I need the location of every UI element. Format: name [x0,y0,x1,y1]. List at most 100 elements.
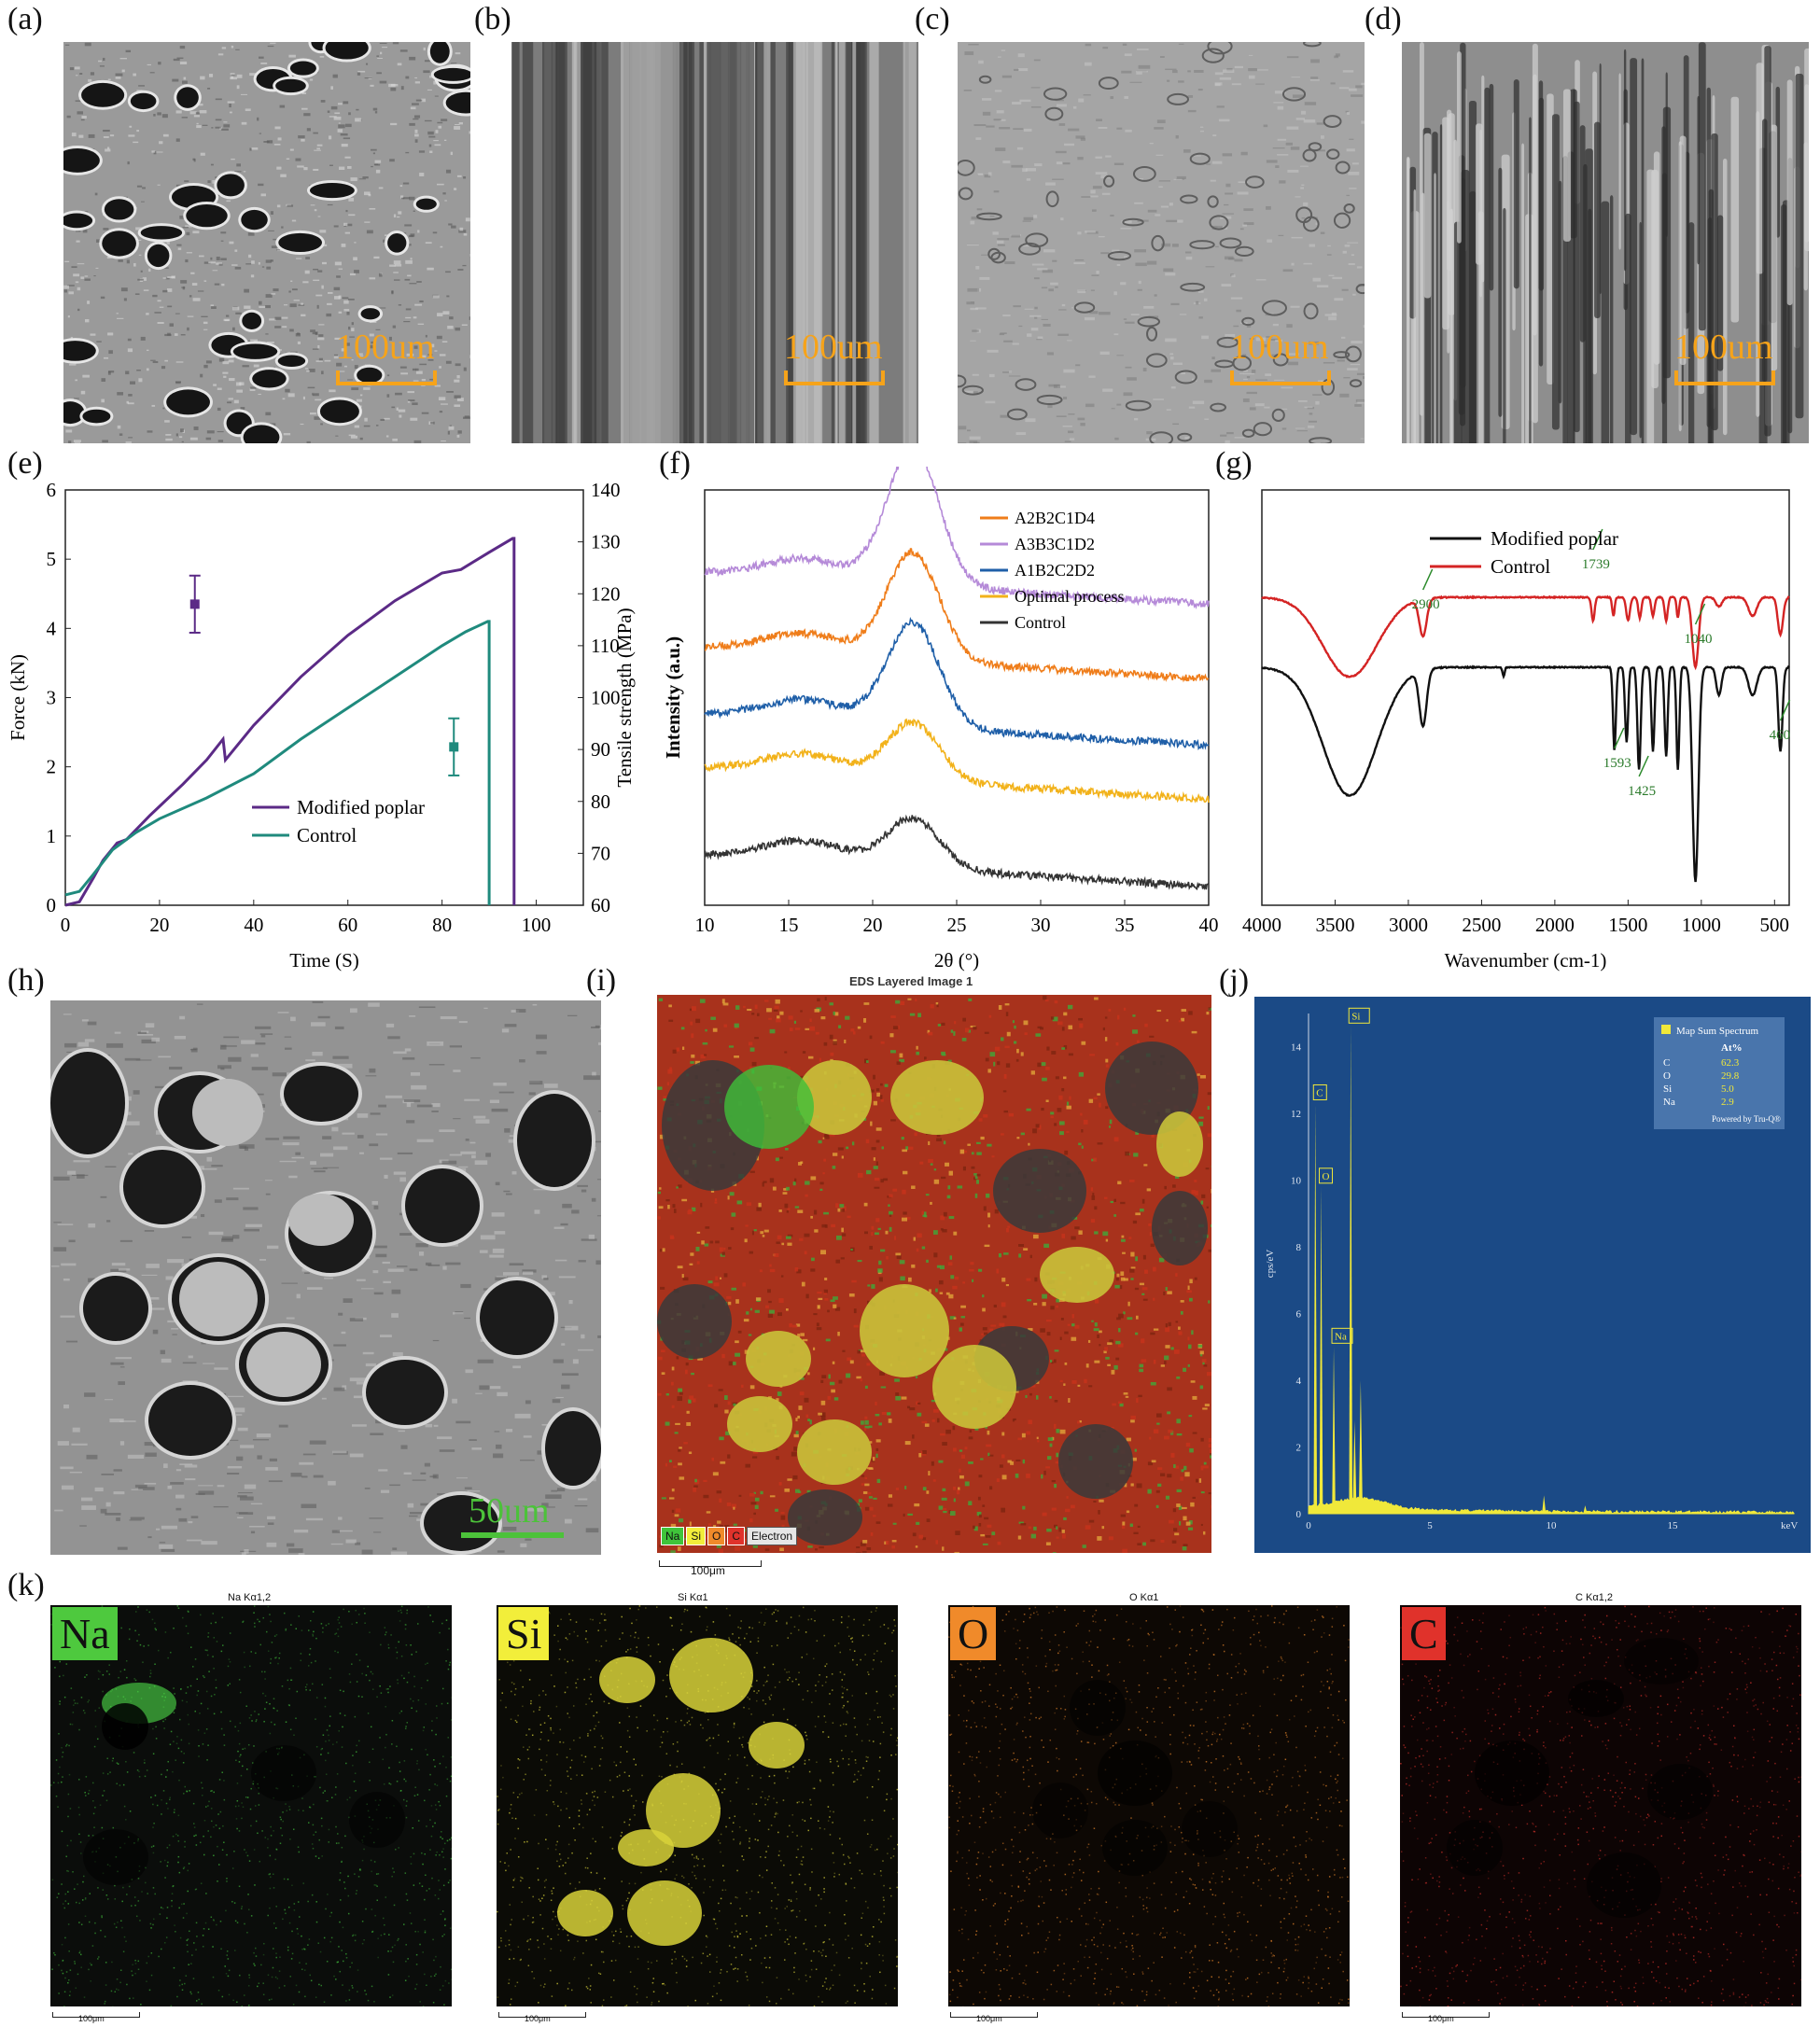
chart-j-peak [1313,1103,1318,1514]
chart-j-table-el: O [1663,1070,1671,1082]
chart-j-peak-label: O [1323,1171,1330,1182]
chart-f-xtick-label: 15 [779,914,799,936]
chart-e-ytick-right-label: 100 [591,687,621,709]
chart-e-series-0 [64,537,516,907]
eds-legend: Na Si O C Electron [661,1527,798,1545]
chart-j-minor-peak [1583,1505,1588,1514]
chart-e-legend-label: Control [297,824,357,846]
chart-j: 0 2 4 6 8 10 12 14 0 5 10 15 keV cps/eV C O Na Si Map Sum … [1254,997,1811,1553]
panel-label-b: (b) [474,2,511,36]
sem-image-a: 100um [63,42,470,443]
eds-legend-o: O [707,1527,726,1545]
chart-j-minor-peak [1542,1495,1547,1514]
chart-j-ytick-label: 8 [1296,1242,1302,1253]
panel-label-c: (c) [915,2,950,36]
chart-f-series-2 [704,617,1210,750]
chart-e-ytick-right-label: 110 [591,635,620,657]
chart-g: 4000 3500 3000 2500 2000 1500 1000 500 Wavenumbe… [1241,467,1820,989]
chart-g-annotation-arrow [1421,568,1434,591]
chart-g-xtick-label: 1000 [1682,914,1721,936]
map-si-label: Si [498,1607,550,1660]
chart-e-ytick-right-label: 60 [591,894,610,916]
chart-e-legend-label: Modified poplar [297,796,425,818]
chart-f-series-0 [704,548,1210,683]
chart-e-xtick-label: 0 [61,914,71,936]
map-c-title: C Kα1,2 [1575,1592,1613,1603]
chart-g-xtick-label: 3500 [1315,914,1354,936]
eds-legend-c: C [727,1527,746,1545]
sem-image-c: 100um [958,42,1365,443]
chart-j-title: Map Sum Spectrum [1676,1026,1758,1037]
chart-j-table-el: C [1663,1057,1670,1069]
chart-e-ytick-label: 0 [47,894,57,916]
panel-label-j: (j) [1219,963,1250,998]
map-na-scale: 100μm [78,2014,105,2023]
chart-f-series-3 [704,718,1210,804]
chart-g-xtick-label: 500 [1760,914,1790,936]
chart-g-xtick-label: 2500 [1462,914,1501,936]
chart-j-table-header: At% [1721,1042,1743,1054]
chart-j-peak [1332,1347,1336,1514]
map-si-title: Si Kα1 [678,1592,708,1603]
chart-e-xlabel: Time (S) [289,949,359,972]
chart-j-xtick-label: 10 [1547,1520,1558,1531]
chart-g-series-control [1261,594,1790,678]
chart-g-xtick-label: 1500 [1608,914,1647,936]
chart-j-ytick-label: 10 [1291,1176,1302,1187]
chart-j-peak-tag [1348,1007,1370,1024]
chart-e-ytick-right-label: 90 [591,738,610,761]
chart-e-ylabel: Force (kN) [7,654,29,741]
chart-g-annotation-label: 460 [1770,728,1791,743]
chart-j-ytick-label: 12 [1291,1109,1301,1120]
sem-image-d: 100um [1402,42,1809,443]
chart-j-table-el: Si [1663,1083,1672,1095]
eds-layered-image: Na Si O C Electron [657,995,1211,1553]
chart-g-annotation-arrow [1694,603,1706,625]
chart-e-xtick-label: 40 [244,914,263,936]
chart-j-minor-peak [1352,1419,1357,1514]
scale-bar-c: 100um [1230,328,1329,367]
scale-bar-b: 100um [784,328,883,367]
chart-j-ytick-label: 2 [1296,1443,1302,1454]
chart-f-series-4 [704,814,1210,891]
chart-j-table-el: Na [1663,1097,1675,1108]
chart-e-xtick-label: 60 [338,914,357,936]
chart-f-legend-label: Control [1015,613,1066,632]
chart-g-annotation-arrow [1779,699,1791,721]
chart-j-ytick-label: 0 [1296,1509,1302,1520]
chart-g-xtick-label: 4000 [1242,914,1281,936]
map-o-label: O [950,1607,997,1660]
panel-label-f: (f) [659,446,691,481]
chart-f-legend-label: A2B2C1D4 [1015,509,1095,527]
panel-label-k: (k) [7,1568,45,1602]
chart-j-xlabel: keV [1781,1520,1798,1531]
chart-e-errorpoint [189,599,200,609]
chart-j-ytick-label: 6 [1296,1309,1302,1321]
chart-e-ytick-label: 6 [47,479,57,501]
panel-label-h: (h) [7,963,45,998]
eds-legend-na: Na [661,1527,685,1545]
eds-title: EDS Layered Image 1 [849,974,973,988]
chart-f: 10 15 20 25 30 35 40 2θ (°) Intensity (a.u.) A2B2… [644,442,1241,989]
chart-j-table-val: 5.0 [1721,1083,1734,1095]
chart-g-annotation-label: 1593 [1603,756,1631,771]
chart-e-ylabel-right: Tensile strength (MPa) [613,608,636,787]
map-si-scale: 100μm [525,2014,551,2023]
map-c-label: C [1402,1607,1446,1660]
chart-j-table-box [1654,1017,1785,1129]
chart-e-ytick-label: 2 [47,756,57,778]
chart-j-peak-label: Si [1351,1011,1360,1022]
chart-j-xtick-label: 0 [1306,1520,1311,1531]
chart-j-peak-tag [1312,1083,1327,1100]
chart-j-peak [1349,1027,1353,1514]
map-o-title: O Kα1 [1129,1592,1159,1603]
chart-f-xlabel: 2θ (°) [934,949,979,972]
chart-g-annotation-label: 1425 [1628,784,1656,799]
chart-g-xtick-label: 3000 [1389,914,1428,936]
chart-j-peak-tag [1331,1327,1353,1344]
chart-j-continuum [1308,1496,1795,1515]
chart-g-annotation-arrow [1638,755,1649,777]
chart-g-annotation-arrow [1592,528,1603,551]
chart-e-ytick-label: 1 [47,825,57,847]
map-na-title: Na Kα1,2 [228,1592,272,1603]
